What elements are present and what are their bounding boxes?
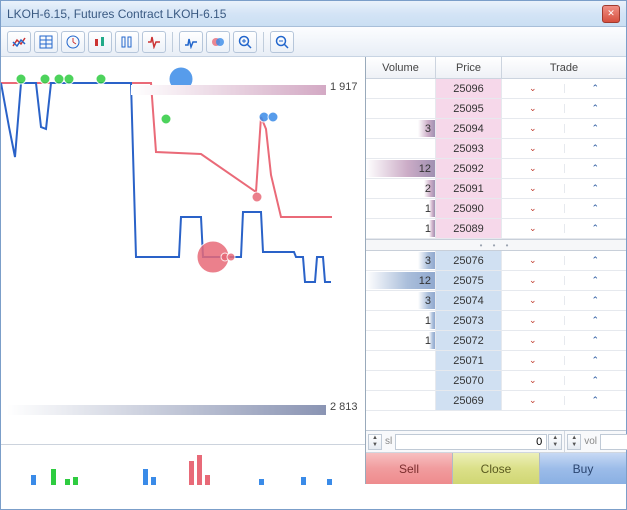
vol-group: ▲▼ vol ▲▼ xyxy=(565,431,627,452)
dom-row[interactable]: 25096⌄⌃ xyxy=(366,79,626,99)
order-bar: ▲▼ sl ▲▼ ▲▼ vol ▲▼ ▲▼ tp ▲▼ xyxy=(366,430,626,484)
sell-at-price[interactable]: ⌄ xyxy=(502,316,564,325)
title-bar: LKOH-6.15, Futures Contract LKOH-6.15 ✕ xyxy=(1,1,626,27)
vol-spinner[interactable]: ▲▼ xyxy=(567,434,581,450)
dom-row[interactable]: 25095⌄⌃ xyxy=(366,99,626,119)
window-title: LKOH-6.15, Futures Contract LKOH-6.15 xyxy=(7,7,226,21)
sell-at-price[interactable]: ⌄ xyxy=(502,376,564,385)
vol-input[interactable] xyxy=(600,434,627,450)
volume-subchart xyxy=(1,444,365,484)
btn-overlay[interactable] xyxy=(206,31,230,53)
btn-columns[interactable] xyxy=(115,31,139,53)
sell-at-price[interactable]: ⌄ xyxy=(502,104,564,113)
dom-row[interactable]: 25071⌄⌃ xyxy=(366,351,626,371)
dom-row[interactable]: 225091⌄⌃ xyxy=(366,179,626,199)
toolbar xyxy=(1,27,626,57)
sell-at-price[interactable]: ⌄ xyxy=(502,184,564,193)
buy-at-price[interactable]: ⌃ xyxy=(564,164,627,173)
sell-at-price[interactable]: ⌄ xyxy=(502,224,564,233)
dom-row[interactable]: 25070⌄⌃ xyxy=(366,371,626,391)
sell-at-price[interactable]: ⌄ xyxy=(502,396,564,405)
dom-row[interactable]: 1225092⌄⌃ xyxy=(366,159,626,179)
close-position-button[interactable]: Close xyxy=(453,453,540,484)
buy-at-price[interactable]: ⌃ xyxy=(564,124,627,133)
sell-button[interactable]: Sell xyxy=(366,453,453,484)
vol-label: vol xyxy=(582,436,599,447)
buy-at-price[interactable]: ⌃ xyxy=(564,184,627,193)
dom-row[interactable]: 325076⌄⌃ xyxy=(366,251,626,271)
btn-chart-series[interactable] xyxy=(7,31,31,53)
buy-button[interactable]: Buy xyxy=(540,453,626,484)
dom-row[interactable]: 25069⌄⌃ xyxy=(366,391,626,411)
btn-pulse[interactable] xyxy=(142,31,166,53)
buy-at-price[interactable]: ⌃ xyxy=(564,204,627,213)
buy-at-price[interactable]: ⌃ xyxy=(564,336,627,345)
dom-row[interactable]: 325074⌄⌃ xyxy=(366,291,626,311)
chart-level-label: 1 917 xyxy=(330,81,358,93)
dom-row[interactable]: 25093⌄⌃ xyxy=(366,139,626,159)
sell-at-price[interactable]: ⌄ xyxy=(502,204,564,213)
buy-at-price[interactable]: ⌃ xyxy=(564,256,627,265)
sell-at-price[interactable]: ⌄ xyxy=(502,124,564,133)
buy-at-price[interactable]: ⌃ xyxy=(564,104,627,113)
dom-row[interactable]: 125090⌄⌃ xyxy=(366,199,626,219)
dom-row[interactable]: 325094⌄⌃ xyxy=(366,119,626,139)
dom-pane: Volume Price Trade 25096⌄⌃25095⌄⌃325094⌄… xyxy=(366,57,626,484)
spread-gap: • • • xyxy=(366,239,626,251)
btn-dom[interactable] xyxy=(34,31,58,53)
buy-at-price[interactable]: ⌃ xyxy=(564,296,627,305)
col-header-volume: Volume xyxy=(366,57,436,78)
buy-at-price[interactable]: ⌃ xyxy=(564,144,627,153)
sell-at-price[interactable]: ⌄ xyxy=(502,296,564,305)
sell-at-price[interactable]: ⌄ xyxy=(502,276,564,285)
chart-pane: 1 917 2 813 xyxy=(1,57,366,484)
btn-zoom-in[interactable] xyxy=(233,31,257,53)
close-button[interactable]: ✕ xyxy=(602,5,620,23)
sl-group: ▲▼ sl ▲▼ xyxy=(366,431,565,452)
btn-pulse2[interactable] xyxy=(179,31,203,53)
chart-level-label: 2 813 xyxy=(330,401,358,413)
dom-header: Volume Price Trade xyxy=(366,57,626,79)
sl-input[interactable] xyxy=(395,434,547,450)
dom-row[interactable]: 125072⌄⌃ xyxy=(366,331,626,351)
sl-label: sl xyxy=(383,436,394,447)
sell-at-price[interactable]: ⌄ xyxy=(502,256,564,265)
buy-at-price[interactable]: ⌃ xyxy=(564,316,627,325)
dom-row[interactable]: 125089⌄⌃ xyxy=(366,219,626,239)
buy-at-price[interactable]: ⌃ xyxy=(564,276,627,285)
col-header-trade: Trade xyxy=(502,57,626,78)
sell-at-price[interactable]: ⌄ xyxy=(502,144,564,153)
sell-at-price[interactable]: ⌄ xyxy=(502,84,564,93)
sell-at-price[interactable]: ⌄ xyxy=(502,356,564,365)
btn-candles[interactable] xyxy=(88,31,112,53)
btn-zoom-out[interactable] xyxy=(270,31,294,53)
sell-at-price[interactable]: ⌄ xyxy=(502,336,564,345)
sl-spinner[interactable]: ▲▼ xyxy=(368,434,382,450)
dom-row[interactable]: 1225075⌄⌃ xyxy=(366,271,626,291)
col-header-price: Price xyxy=(436,57,502,78)
buy-at-price[interactable]: ⌃ xyxy=(564,396,627,405)
sl-spinner2[interactable]: ▲▼ xyxy=(548,434,562,450)
buy-at-price[interactable]: ⌃ xyxy=(564,224,627,233)
buy-at-price[interactable]: ⌃ xyxy=(564,376,627,385)
sell-at-price[interactable]: ⌄ xyxy=(502,164,564,173)
dom-row[interactable]: 125073⌄⌃ xyxy=(366,311,626,331)
buy-at-price[interactable]: ⌃ xyxy=(564,356,627,365)
buy-at-price[interactable]: ⌃ xyxy=(564,84,627,93)
btn-time[interactable] xyxy=(61,31,85,53)
